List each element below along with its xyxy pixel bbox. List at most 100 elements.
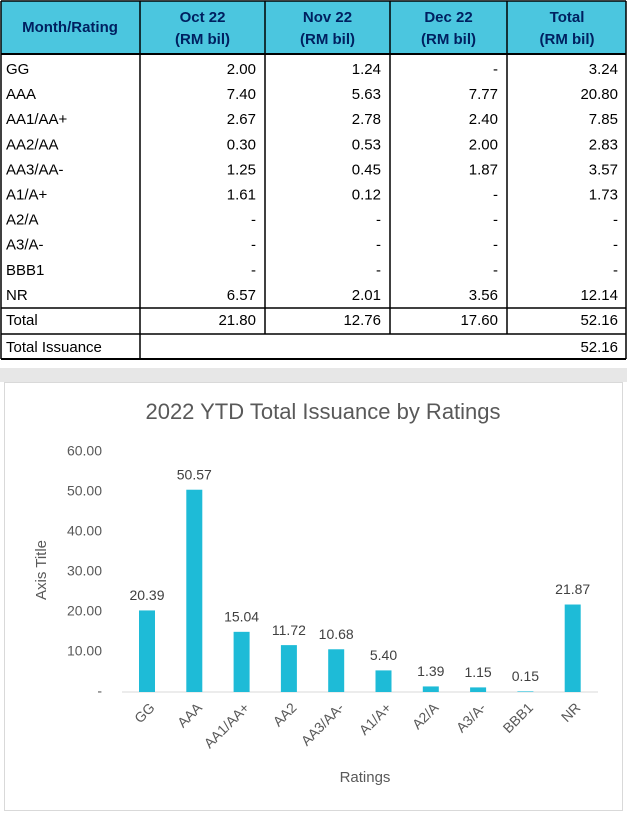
- header-cell: Oct 22: [180, 9, 226, 26]
- table-header-bg: [1, 1, 626, 54]
- y-tick-label: 50.00: [67, 483, 102, 499]
- header-cell: Nov 22: [303, 9, 352, 26]
- y-tick-label: -: [97, 683, 102, 699]
- table-cell: 2.83: [589, 136, 618, 153]
- chart-frame: [4, 382, 623, 811]
- data-label: 20.39: [129, 587, 164, 603]
- table-cell: 1.73: [589, 186, 618, 203]
- bar: [517, 691, 534, 692]
- table-cell: -: [493, 61, 498, 78]
- table-cell: 21.80: [218, 312, 256, 329]
- bar: [233, 631, 250, 692]
- row-label: AA1/AA+: [6, 111, 68, 128]
- table-cell: 1.24: [352, 61, 381, 78]
- table-cell: 12.14: [580, 287, 618, 304]
- data-label: 1.39: [417, 663, 444, 679]
- bar: [186, 489, 203, 692]
- bar: [375, 670, 392, 692]
- table-cell: 2.78: [352, 111, 381, 128]
- data-label: 5.40: [370, 647, 397, 663]
- data-label: 10.68: [319, 626, 354, 642]
- table-cell: 52.16: [580, 312, 618, 329]
- table-cell: 2.40: [469, 111, 498, 128]
- separator: [0, 368, 627, 382]
- table-cell: 7.77: [469, 86, 498, 103]
- data-label: 50.57: [177, 466, 212, 482]
- y-axis-title: Axis Title: [33, 540, 50, 600]
- bar: [280, 645, 297, 692]
- bar: [422, 686, 439, 692]
- table-cell: -: [613, 237, 618, 254]
- table-cell: 2.00: [469, 136, 498, 153]
- chart-title: 2022 YTD Total Issuance by Ratings: [145, 399, 500, 424]
- header-unit: (RM bil): [175, 31, 230, 48]
- table-cell: 3.57: [589, 161, 618, 178]
- data-label: 11.72: [272, 622, 306, 638]
- table-cell: 5.63: [352, 86, 381, 103]
- bar: [328, 649, 345, 692]
- data-label: 21.87: [555, 581, 590, 597]
- table-cell: 1.87: [469, 161, 498, 178]
- row-label: BBB1: [6, 262, 44, 279]
- bar: [564, 604, 581, 692]
- table-cell: 2.00: [227, 61, 256, 78]
- table-cell: 0.30: [227, 136, 256, 153]
- table-cell: -: [251, 262, 256, 279]
- row-label: GG: [6, 61, 29, 78]
- row-label: AAA: [6, 86, 36, 103]
- table-cell: 0.53: [352, 136, 381, 153]
- bar: [470, 687, 487, 692]
- row-label: AA2/AA: [6, 136, 59, 153]
- table-cell: -: [493, 237, 498, 254]
- header-unit: (RM bil): [300, 31, 355, 48]
- header-cell: Month/Rating: [22, 19, 118, 36]
- table-cell: 1.25: [227, 161, 256, 178]
- header-unit: (RM bil): [421, 31, 476, 48]
- table-cell: -: [493, 212, 498, 229]
- row-label: A1/A+: [6, 186, 48, 203]
- table-cell: 2.67: [227, 111, 256, 128]
- table-cell: 0.45: [352, 161, 381, 178]
- y-tick-label: 20.00: [67, 603, 102, 619]
- table-cell: 2.01: [352, 287, 381, 304]
- table-cell: 20.80: [580, 86, 618, 103]
- table-cell: 6.57: [227, 287, 256, 304]
- data-label: 1.15: [464, 664, 491, 680]
- data-label: 0.15: [512, 668, 539, 684]
- table-cell: 52.16: [580, 339, 618, 356]
- header-cell: Dec 22: [424, 9, 472, 26]
- header-cell: Total: [550, 9, 585, 26]
- table-cell: -: [613, 262, 618, 279]
- table-cell: -: [613, 212, 618, 229]
- table-cell: 12.76: [343, 312, 381, 329]
- table-cell: -: [493, 262, 498, 279]
- header-unit: (RM bil): [540, 31, 595, 48]
- table-cell: 7.85: [589, 111, 618, 128]
- row-label: Total: [6, 312, 38, 329]
- table-cell: 17.60: [460, 312, 498, 329]
- row-label: NR: [6, 287, 28, 304]
- table-cell: 0.12: [352, 186, 381, 203]
- table-cell: -: [493, 186, 498, 203]
- table-cell: 7.40: [227, 86, 256, 103]
- y-tick-label: 40.00: [67, 523, 102, 539]
- y-tick-label: 30.00: [67, 563, 102, 579]
- row-label: A3/A-: [6, 237, 44, 254]
- data-label: 15.04: [224, 609, 259, 625]
- row-label: AA3/AA-: [6, 161, 64, 178]
- table-cell: 3.56: [469, 287, 498, 304]
- table-cell: -: [251, 212, 256, 229]
- row-label: Total Issuance: [6, 339, 102, 356]
- table-cell: -: [376, 262, 381, 279]
- table-cell: -: [376, 237, 381, 254]
- y-tick-label: 60.00: [67, 443, 102, 459]
- y-tick-label: 10.00: [67, 643, 102, 659]
- x-axis-title: Ratings: [340, 769, 391, 786]
- table-cell: 1.61: [227, 186, 256, 203]
- row-label: A2/A: [6, 212, 39, 229]
- table-cell: 3.24: [589, 61, 618, 78]
- bar: [139, 610, 155, 692]
- table-cell: -: [376, 212, 381, 229]
- table-cell: -: [251, 237, 256, 254]
